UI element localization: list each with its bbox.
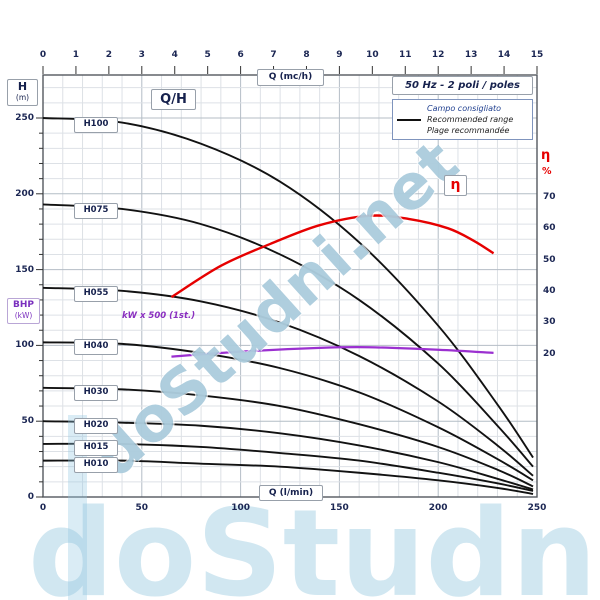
right-axis-eta-symbol: η bbox=[541, 148, 551, 163]
left-axis-tick: 200 bbox=[15, 188, 34, 199]
curve-label-h100: H100 bbox=[74, 116, 118, 133]
top-axis-tick: 14 bbox=[497, 50, 511, 60]
curve-label-h055: H055 bbox=[74, 285, 118, 302]
bottom-axis-tick: 100 bbox=[231, 503, 250, 513]
curve-label-h010: H010 bbox=[74, 456, 118, 473]
top-axis-tick: 6 bbox=[237, 50, 244, 60]
legend-text: Campo consigliato Recommended range Plag… bbox=[427, 103, 513, 136]
legend-box: Campo consigliato Recommended range Plag… bbox=[392, 99, 533, 140]
top-axis-tick: 9 bbox=[336, 50, 343, 60]
bottom-axis-tick: 0 bbox=[39, 503, 47, 513]
top-axis-tick: 12 bbox=[431, 50, 445, 60]
top-axis-tick: 15 bbox=[530, 50, 544, 60]
legend-item-it: Campo consigliato bbox=[427, 104, 502, 113]
right-axis-percent: % bbox=[542, 166, 552, 177]
legend-line-sample bbox=[397, 118, 421, 121]
curve-label-h020: H020 bbox=[74, 418, 118, 435]
top-axis-tick: 5 bbox=[204, 50, 211, 60]
top-axis-label: Q (mc/h) bbox=[257, 69, 324, 86]
h-axis-unit: (m) bbox=[15, 93, 30, 102]
h-axis-title: H bbox=[17, 80, 28, 93]
h-axis-unit-box: H (m) bbox=[7, 79, 38, 106]
curve-label-h040: H040 bbox=[74, 339, 118, 356]
top-axis-tick: 4 bbox=[171, 50, 178, 60]
bottom-axis-tick: 50 bbox=[135, 503, 149, 513]
top-axis-tick: 11 bbox=[399, 50, 412, 60]
power-curve-note: kW x 500 (1st.) bbox=[122, 311, 196, 321]
right-axis-tick: 30 bbox=[543, 317, 556, 328]
top-axis-tick: 0 bbox=[39, 50, 47, 60]
bhp-unit: (kW) bbox=[14, 311, 33, 320]
legend-item-en: Recommended range bbox=[427, 115, 514, 124]
left-axis-tick: 100 bbox=[15, 340, 34, 351]
top-axis-tick: 7 bbox=[270, 50, 277, 60]
frequency-poles-label: 50 Hz - 2 poli / poles bbox=[392, 76, 533, 95]
curve-label-h030: H030 bbox=[74, 384, 118, 401]
top-axis-tick: 8 bbox=[303, 50, 310, 60]
curve-label-h075: H075 bbox=[74, 203, 118, 220]
right-axis-tick: 60 bbox=[543, 223, 556, 234]
bottom-axis-tick: 250 bbox=[527, 503, 547, 513]
right-axis-tick: 40 bbox=[543, 285, 556, 296]
top-axis-tick: 3 bbox=[138, 50, 145, 60]
bottom-axis-label: Q (l/min) bbox=[259, 485, 323, 501]
top-axis-tick: 13 bbox=[464, 50, 478, 60]
legend-item-fr: Plage recommandée bbox=[427, 126, 510, 135]
curve-label-h015: H015 bbox=[74, 439, 118, 456]
chart-title: Q/H bbox=[151, 89, 196, 110]
left-axis-tick: 50 bbox=[21, 416, 34, 427]
left-axis-tick: 250 bbox=[15, 113, 34, 123]
eta-curve-label: η bbox=[444, 175, 467, 196]
right-axis-tick: 20 bbox=[543, 348, 556, 359]
right-axis-tick: 50 bbox=[543, 254, 556, 265]
right-axis-tick: 70 bbox=[543, 192, 556, 202]
top-axis-tick: 1 bbox=[72, 50, 80, 60]
bottom-axis-tick: 150 bbox=[329, 503, 349, 513]
bottom-axis-tick: 200 bbox=[428, 503, 448, 513]
left-axis-tick: 150 bbox=[15, 264, 34, 275]
left-axis-tick: 0 bbox=[27, 492, 34, 502]
top-axis-tick: 2 bbox=[105, 50, 112, 60]
bhp-axis-box: BHP (kW) bbox=[7, 298, 40, 324]
top-axis-tick: 10 bbox=[366, 50, 379, 60]
bhp-label: BHP bbox=[13, 300, 34, 310]
